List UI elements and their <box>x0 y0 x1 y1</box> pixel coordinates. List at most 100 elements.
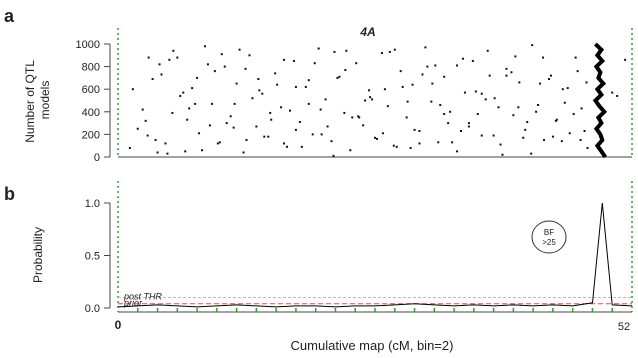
scatter-point <box>426 65 429 68</box>
scatter-point <box>351 116 354 119</box>
scatter-point <box>572 113 575 116</box>
scatter-point <box>343 111 346 114</box>
scatter-point <box>154 139 157 142</box>
scatter-point <box>171 111 174 114</box>
scatter-point <box>576 70 579 73</box>
scatter-point <box>467 122 470 125</box>
scatter-point <box>555 118 558 121</box>
scatter-point <box>480 134 483 137</box>
scatter-point <box>560 140 563 143</box>
scatter-point <box>131 88 134 91</box>
scatter-point <box>158 63 161 66</box>
scatter-point <box>430 100 433 103</box>
scatter-point <box>164 142 167 145</box>
bf-annotation: BF >25 <box>531 220 567 254</box>
scatter-point <box>386 105 389 108</box>
scatter-point <box>406 100 409 103</box>
scatter-point <box>257 78 260 81</box>
scatter-point <box>566 87 569 90</box>
scatter-point <box>248 54 251 57</box>
panel-b-letter: b <box>4 184 15 204</box>
scatter-point <box>338 75 341 78</box>
scatter-point <box>216 142 219 145</box>
scatter-point <box>439 104 442 107</box>
panel-a: a 4A Number of QTL models 0 200 400 600 800 1… <box>4 6 633 164</box>
scatter-point <box>461 57 464 60</box>
scatter-point <box>411 83 414 86</box>
scatter-point <box>288 109 291 112</box>
scatter-point <box>375 137 378 140</box>
x-tick-0: 0 <box>115 318 122 332</box>
scatter-point <box>326 125 329 128</box>
scatter-point <box>497 106 500 109</box>
scatter-point <box>188 107 191 110</box>
scatter-point <box>179 94 182 97</box>
scatter-point <box>276 83 279 86</box>
x-tick-52: 52 <box>618 321 630 333</box>
scatter-point <box>304 85 307 88</box>
scatter-point <box>434 64 437 67</box>
scatter-point <box>392 144 395 147</box>
scatter-point <box>307 102 310 105</box>
y-tick-label: 0.0 <box>85 303 100 315</box>
y-tick-label: 800 <box>82 62 100 74</box>
scatter-point <box>141 108 144 111</box>
scatter-point <box>531 44 534 47</box>
scatter-point <box>467 125 470 128</box>
scatter-point <box>298 120 301 123</box>
scatter-point <box>624 58 627 61</box>
scatter-point <box>488 74 491 77</box>
scatter-point <box>380 52 383 55</box>
panel-a-letter: a <box>4 6 15 26</box>
ylabel-line1: Number of QTL <box>23 60 37 143</box>
scatter-point <box>332 154 335 157</box>
scatter-point <box>223 65 226 68</box>
scatter-point <box>324 98 327 101</box>
scatter-point <box>201 149 204 152</box>
scatter-point <box>480 92 483 95</box>
scatter-point <box>283 58 286 61</box>
chromosome-label: 4A <box>359 25 375 39</box>
scatter-point <box>505 67 508 70</box>
scatter-point <box>451 141 454 144</box>
scatter-point <box>283 142 286 145</box>
scatter-point <box>492 134 495 137</box>
scatter-point <box>530 152 533 155</box>
scatter-point <box>172 49 175 52</box>
scatter-point <box>443 75 446 78</box>
scatter-point <box>220 53 223 56</box>
scatter-point <box>194 102 197 105</box>
scatter-point <box>225 122 228 125</box>
scatter-point <box>456 150 459 153</box>
scatter-point <box>355 62 358 65</box>
scatter-point <box>431 82 434 85</box>
scatter-point <box>499 143 502 146</box>
scatter-point <box>294 85 297 88</box>
scatter-point <box>476 113 479 116</box>
scatter-point <box>206 63 209 66</box>
scatter-point <box>574 56 577 59</box>
scatter-point <box>184 150 187 153</box>
scatter-point <box>166 152 169 155</box>
scatter-point <box>136 127 139 130</box>
scatter-point <box>218 141 221 144</box>
scatter-point <box>474 90 477 93</box>
scatter-point <box>421 73 424 76</box>
scatter-point <box>317 47 320 50</box>
bf-circle <box>531 220 567 254</box>
scatter-point <box>368 89 371 92</box>
scatter-point <box>213 70 216 73</box>
scatter-point <box>147 56 150 59</box>
scatter-point <box>320 133 323 136</box>
scatter-point <box>542 56 545 59</box>
panel-b-yticks: 0.0 0.5 1.0 <box>85 198 111 315</box>
scatter-point <box>311 133 314 136</box>
y-tick-label: 600 <box>82 84 100 96</box>
scatter-point <box>437 141 440 144</box>
scatter-point <box>456 64 459 67</box>
scatter-point <box>313 62 316 65</box>
y-tick-label: 1.0 <box>85 198 100 210</box>
scatter-point <box>144 119 147 122</box>
scatter-point <box>616 94 619 97</box>
scatter-point <box>160 73 163 76</box>
